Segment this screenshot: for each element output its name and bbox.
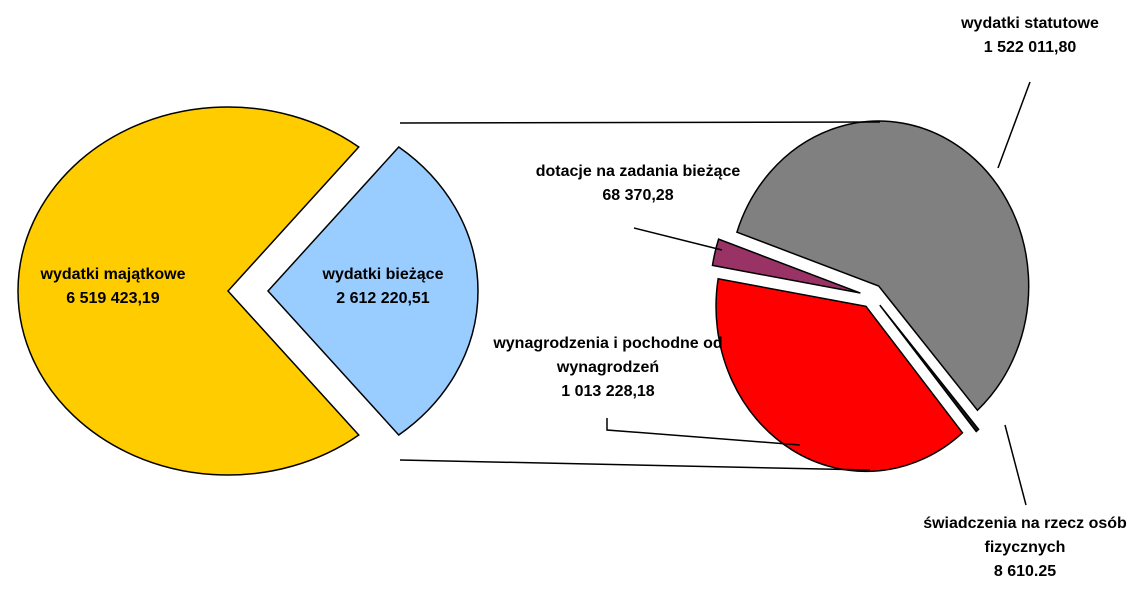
pie-slice (879, 304, 980, 433)
leader-line (997, 81, 1031, 169)
leader-line (1004, 424, 1027, 506)
value-label: 8 610.25 (993, 563, 1057, 580)
slice-label: dotacje na zadania bieżące 68 370,28 (508, 160, 768, 208)
slice-label: wydatki statutowe 1 522 011,80 (930, 12, 1130, 60)
connector-line (399, 459, 871, 471)
connector-line (399, 121, 881, 124)
slices (17, 106, 1030, 476)
leader-line (606, 418, 801, 446)
value-label: 6 519 423,19 (66, 290, 160, 307)
pie-slice (715, 277, 964, 473)
slice-label: wynagrodzenia i pochodne od wynagrodzeń 1… (483, 332, 733, 404)
pie-slice (711, 238, 861, 294)
category-label: wydatki bieżące (322, 266, 444, 283)
slice-label: świadczenia na rzecz osób fizycznych 8 61… (905, 512, 1145, 584)
value-label: 2 612 220,51 (336, 290, 430, 307)
pie-slice (17, 106, 360, 476)
value-label: 68 370,28 (602, 187, 674, 204)
value-label: 1 013 228,18 (561, 383, 655, 400)
pie-slice (735, 120, 1030, 412)
category-label: wynagrodzenia i pochodne od wynagrodzeń (493, 335, 723, 376)
category-label: wydatki statutowe (961, 15, 1099, 32)
leader-line (633, 227, 723, 251)
slice-label: wydatki bieżące 2 612 220,51 (293, 263, 473, 311)
category-label: wydatki majątkowe (40, 266, 186, 283)
pie-slice (266, 146, 479, 436)
category-label: dotacje na zadania bieżące (535, 163, 741, 180)
value-label: 1 522 011,80 (983, 39, 1077, 56)
category-label: świadczenia na rzecz osób fizycznych (923, 515, 1127, 556)
slice-label: wydatki majątkowe 6 519 423,19 (13, 263, 213, 311)
